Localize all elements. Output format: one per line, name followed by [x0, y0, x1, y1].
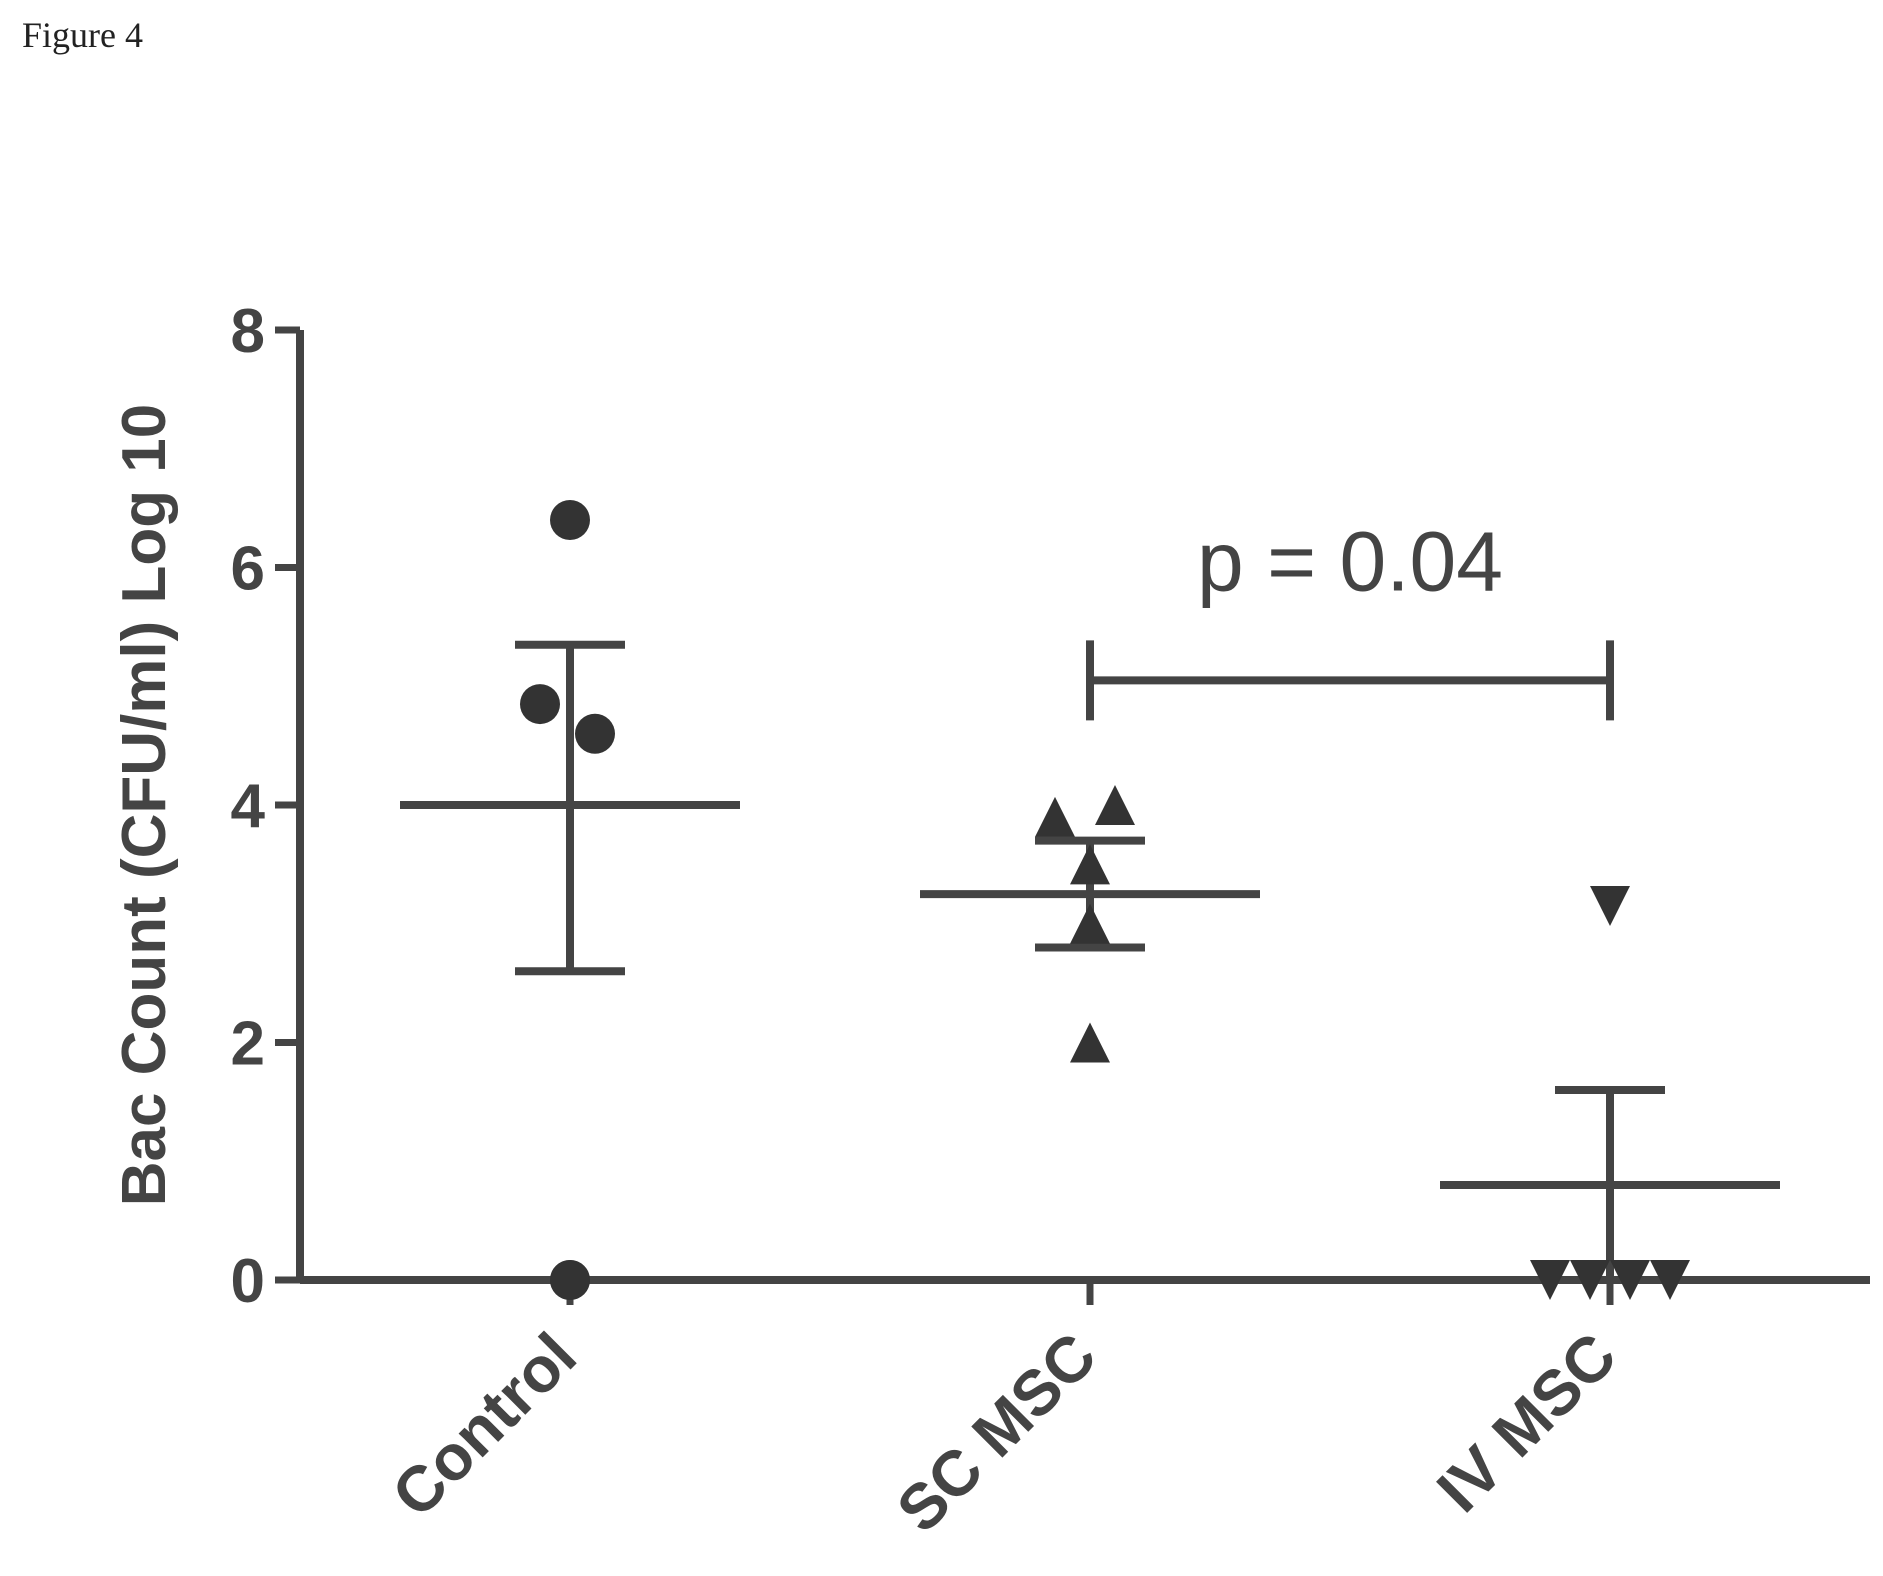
- data-point-triangle-down: [1570, 1260, 1610, 1300]
- data-point-circle: [520, 684, 560, 725]
- data-point-triangle-up: [1035, 796, 1075, 837]
- data-point-triangle-down: [1650, 1260, 1690, 1300]
- y-tick-label: 4: [231, 772, 266, 841]
- data-point-circle: [550, 1260, 590, 1300]
- y-axis-title: Bac Count (CFU/ml) Log 10: [110, 404, 179, 1207]
- x-category-label: Control: [378, 1319, 590, 1531]
- data-point-triangle-up: [1070, 844, 1110, 885]
- data-point-circle: [550, 500, 590, 540]
- significance-annotations: p = 0.04: [1086, 514, 1614, 721]
- data-point-triangle-down: [1530, 1260, 1570, 1300]
- figure-label: Figure 4: [22, 15, 143, 55]
- data-point-triangle-down: [1590, 885, 1630, 926]
- y-axis-ticks: 0 2 4 6 8: [231, 297, 300, 1316]
- mean-and-error-bars: [400, 640, 1780, 1280]
- x-axis-category-labels: Control SC MSC IV MSC: [378, 1280, 1630, 1546]
- data-point-triangle-up: [1070, 1022, 1110, 1063]
- data-point-triangle-down: [1610, 1260, 1650, 1300]
- data-point-triangle-up: [1070, 903, 1110, 944]
- data-point-circle: [575, 713, 615, 754]
- x-category-label: SC MSC: [883, 1319, 1110, 1546]
- y-tick-label: 6: [231, 535, 265, 604]
- data-point-triangle-up: [1095, 785, 1135, 825]
- x-category-label: IV MSC: [1423, 1319, 1630, 1526]
- y-tick-label: 2: [231, 1010, 265, 1079]
- y-tick-label: 0: [231, 1247, 265, 1316]
- y-tick-label: 8: [231, 297, 265, 366]
- p-value-label: p = 0.04: [1197, 514, 1503, 608]
- data-points: [520, 500, 1690, 1300]
